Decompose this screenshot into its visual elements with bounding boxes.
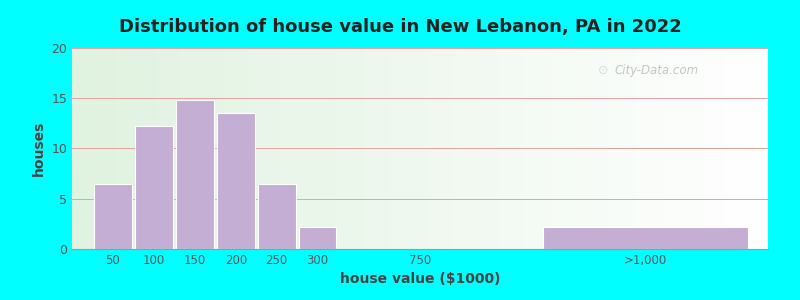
Bar (299, 227, 337, 249)
Y-axis label: houses: houses (32, 121, 46, 176)
Bar (258, 184, 295, 249)
Text: City-Data.com: City-Data.com (615, 64, 699, 77)
Bar (217, 113, 254, 249)
Bar (135, 126, 173, 249)
X-axis label: house value ($1000): house value ($1000) (340, 272, 500, 286)
Text: ⊙: ⊙ (598, 64, 608, 77)
Text: Distribution of house value in New Lebanon, PA in 2022: Distribution of house value in New Leban… (118, 18, 682, 36)
Bar (176, 100, 214, 249)
Bar (94, 184, 132, 249)
Bar (543, 227, 747, 249)
